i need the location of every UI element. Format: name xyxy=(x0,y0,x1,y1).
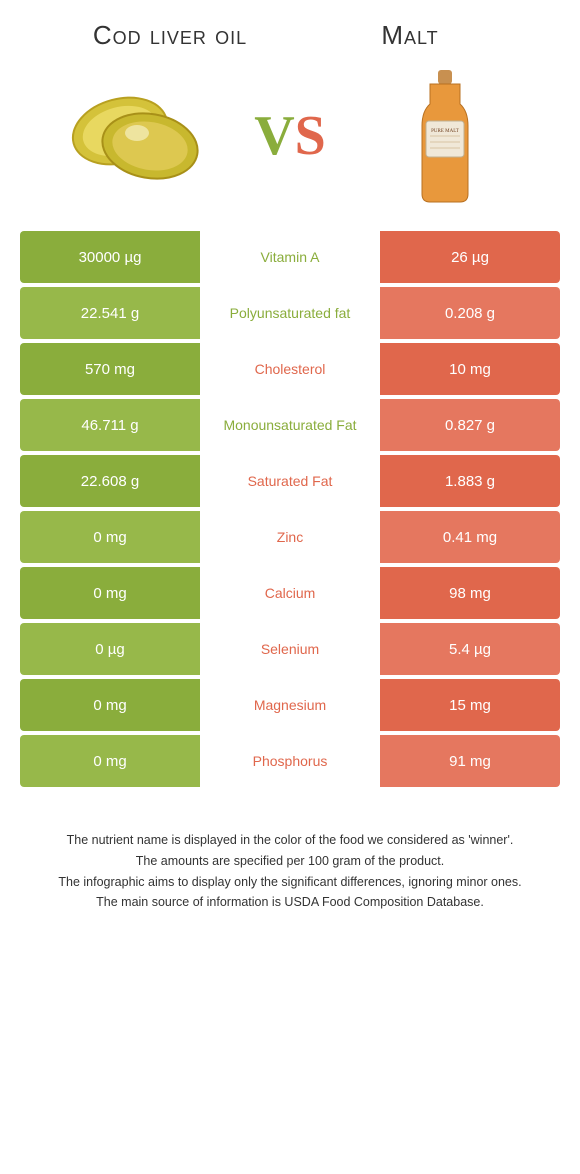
left-value: 0 µg xyxy=(20,623,200,675)
table-row: 0 mgZinc0.41 mg xyxy=(20,511,560,563)
right-value: 0.208 g xyxy=(380,287,560,339)
table-row: 0 mgPhosphorus91 mg xyxy=(20,735,560,787)
table-row: 570 mgCholesterol10 mg xyxy=(20,343,560,395)
table-row: 0 mgCalcium98 mg xyxy=(20,567,560,619)
nutrient-name: Calcium xyxy=(200,567,380,619)
footer-line: The amounts are specified per 100 gram o… xyxy=(40,852,540,871)
nutrient-name: Polyunsaturated fat xyxy=(200,287,380,339)
vs-label: VS xyxy=(254,104,326,168)
nutrient-name: Zinc xyxy=(200,511,380,563)
comparison-table: 30000 µgVitamin A26 µg22.541 gPolyunsatu… xyxy=(20,231,560,787)
right-value: 1.883 g xyxy=(380,455,560,507)
nutrient-name: Selenium xyxy=(200,623,380,675)
left-value: 22.541 g xyxy=(20,287,200,339)
footer-notes: The nutrient name is displayed in the co… xyxy=(20,791,560,912)
nutrient-name: Magnesium xyxy=(200,679,380,731)
left-value: 30000 µg xyxy=(20,231,200,283)
footer-line: The main source of information is USDA F… xyxy=(40,893,540,912)
left-value: 570 mg xyxy=(20,343,200,395)
left-food-title: Cod liver oil xyxy=(50,20,290,51)
left-value: 46.711 g xyxy=(20,399,200,451)
left-value: 0 mg xyxy=(20,567,200,619)
left-value: 22.608 g xyxy=(20,455,200,507)
footer-line: The nutrient name is displayed in the co… xyxy=(40,831,540,850)
right-value: 0.41 mg xyxy=(380,511,560,563)
right-food-image: PURE MALT xyxy=(370,71,520,201)
nutrient-name: Phosphorus xyxy=(200,735,380,787)
vs-v: V xyxy=(254,105,294,167)
table-row: 0 µgSelenium5.4 µg xyxy=(20,623,560,675)
left-value: 0 mg xyxy=(20,511,200,563)
footer-line: The infographic aims to display only the… xyxy=(40,873,540,892)
right-value: 91 mg xyxy=(380,735,560,787)
nutrient-name: Monounsaturated Fat xyxy=(200,399,380,451)
table-row: 46.711 gMonounsaturated Fat0.827 g xyxy=(20,399,560,451)
table-row: 22.608 gSaturated Fat1.883 g xyxy=(20,455,560,507)
left-value: 0 mg xyxy=(20,735,200,787)
table-row: 22.541 gPolyunsaturated fat0.208 g xyxy=(20,287,560,339)
right-value: 0.827 g xyxy=(380,399,560,451)
right-food-title: Malt xyxy=(290,20,530,51)
nutrient-name: Saturated Fat xyxy=(200,455,380,507)
vs-s: S xyxy=(295,105,326,167)
left-food-image xyxy=(60,71,210,201)
right-value: 26 µg xyxy=(380,231,560,283)
nutrient-name: Vitamin A xyxy=(200,231,380,283)
svg-text:PURE MALT: PURE MALT xyxy=(431,129,459,134)
right-value: 10 mg xyxy=(380,343,560,395)
table-row: 30000 µgVitamin A26 µg xyxy=(20,231,560,283)
right-value: 98 mg xyxy=(380,567,560,619)
nutrient-name: Cholesterol xyxy=(200,343,380,395)
right-value: 5.4 µg xyxy=(380,623,560,675)
table-row: 0 mgMagnesium15 mg xyxy=(20,679,560,731)
right-value: 15 mg xyxy=(380,679,560,731)
left-value: 0 mg xyxy=(20,679,200,731)
